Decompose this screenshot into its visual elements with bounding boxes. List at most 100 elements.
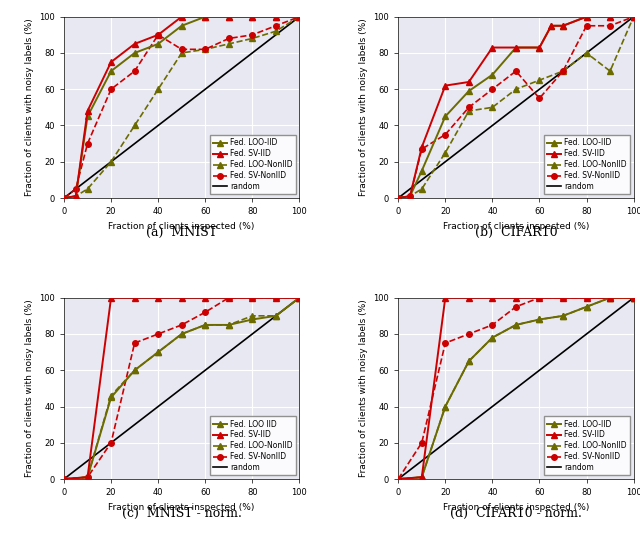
Fed. SV-IID	[465, 79, 473, 85]
Fed. LOO-IID	[272, 13, 280, 20]
Y-axis label: Fraction of clients with noisy labels (%): Fraction of clients with noisy labels (%…	[359, 300, 368, 477]
Fed. LOO-IID	[418, 474, 426, 481]
Fed. SV-NonIID	[418, 146, 426, 153]
Fed. SV-IID	[225, 295, 232, 301]
Fed. LOO-IID	[202, 13, 209, 20]
Line: Fed. SV-NonIID: Fed. SV-NonIID	[61, 295, 302, 482]
Fed. SV-NonIID	[488, 86, 496, 92]
X-axis label: Fraction of clients inspected (%): Fraction of clients inspected (%)	[443, 502, 589, 511]
Fed. LOO-NonIID	[394, 476, 402, 482]
Fed. LOO-IID	[442, 403, 449, 410]
Fed. SV-NonIID	[582, 22, 590, 29]
Line: Fed. LOO-NonIID: Fed. LOO-NonIID	[61, 295, 302, 482]
Fed. SV-NonIID	[606, 22, 614, 29]
Fed. SV-IID	[108, 58, 115, 65]
Line: Fed. LOO-IID: Fed. LOO-IID	[396, 295, 636, 482]
Fed. LOO-NonIID	[202, 46, 209, 53]
Fed. SV-IID	[488, 295, 496, 301]
Fed. LOO-IID	[60, 194, 68, 201]
Fed. SV-NonIID	[465, 104, 473, 111]
Fed. SV-IID	[536, 295, 543, 301]
Fed. LOO-NonIID	[512, 321, 520, 328]
Fed. SV-IID	[296, 295, 303, 301]
Fed. SV-NonIID	[225, 35, 232, 42]
Fed. LOO-IID	[178, 22, 186, 29]
Fed. LOO-IID	[225, 13, 232, 20]
Fed. LOO-NonIID	[154, 86, 162, 92]
Fed. SV-NonIID	[178, 46, 186, 53]
Line: Fed. LOO-IID: Fed. LOO-IID	[396, 14, 636, 201]
Fed. SV-IID	[512, 295, 520, 301]
Fed. LOO-NonIID	[536, 77, 543, 84]
Fed. SV-NonIID	[488, 321, 496, 328]
Fed. SV-NonIID	[296, 295, 303, 301]
Fed. SV-NonIID	[512, 68, 520, 75]
Fed. SV-IID	[547, 22, 555, 29]
Line: Fed. SV-NonIID: Fed. SV-NonIID	[61, 14, 302, 201]
Fed. LOO-NonIID	[536, 316, 543, 323]
Y-axis label: Fraction of clients with noisy labels (%): Fraction of clients with noisy labels (%…	[359, 18, 368, 196]
Fed. SV-NonIID	[84, 140, 92, 147]
Fed. LOO-IID	[559, 22, 567, 29]
Fed. SV-IID	[178, 295, 186, 301]
Fed. SV-NonIID	[131, 68, 138, 75]
Fed. LOO-NonIID	[72, 193, 79, 199]
Fed. SV-IID	[582, 295, 590, 301]
Fed. LOO-NonIID	[559, 312, 567, 319]
Fed. LOO-NonIID	[488, 104, 496, 111]
Fed. LOO-NonIID	[442, 403, 449, 410]
Fed. LOO IID	[178, 331, 186, 338]
Fed. SV-IID	[606, 13, 614, 20]
Line: Fed. SV-IID: Fed. SV-IID	[61, 295, 302, 482]
Legend: Fed. LOO-IID, Fed. SV-IID, Fed. LOO-NonIID, Fed. SV-NonIID, random: Fed. LOO-IID, Fed. SV-IID, Fed. LOO-NonI…	[210, 135, 296, 194]
Fed. LOO-NonIID	[296, 13, 303, 20]
Fed. SV-NonIID	[606, 295, 614, 301]
Fed. SV-IID	[84, 474, 92, 481]
Fed. LOO-IID	[630, 13, 637, 20]
Fed. SV-NonIID	[154, 32, 162, 38]
Fed. LOO-NonIID	[606, 68, 614, 75]
Fed. SV-IID	[442, 82, 449, 89]
Fed. LOO-IID	[465, 87, 473, 94]
Fed. LOO-NonIID	[606, 295, 614, 301]
Fed. SV-NonIID	[559, 295, 567, 301]
Fed. SV-IID	[131, 295, 138, 301]
Fed. SV-NonIID	[60, 476, 68, 482]
Fed. SV-NonIID	[512, 304, 520, 310]
Line: Fed. SV-IID: Fed. SV-IID	[61, 14, 302, 201]
Text: (a)  MNIST: (a) MNIST	[146, 226, 217, 239]
Fed. SV-NonIID	[202, 309, 209, 316]
Fed. LOO-NonIID	[108, 392, 115, 399]
Fed. SV-NonIID	[272, 295, 280, 301]
Fed. LOO-NonIID	[131, 122, 138, 129]
Fed. LOO-NonIID	[108, 158, 115, 165]
Fed. SV-IID	[559, 22, 567, 29]
Fed. LOO-NonIID	[418, 474, 426, 481]
Fed. SV-NonIID	[536, 295, 543, 301]
Fed. SV-IID	[272, 295, 280, 301]
Fed. LOO-IID	[536, 44, 543, 51]
X-axis label: Fraction of clients inspected (%): Fraction of clients inspected (%)	[109, 222, 255, 231]
Fed. SV-IID	[630, 13, 637, 20]
Fed. LOO-NonIID	[465, 108, 473, 114]
Fed. SV-IID	[60, 476, 68, 482]
Fed. LOO IID	[154, 349, 162, 355]
Fed. LOO-IID	[536, 316, 543, 323]
Fed. LOO-IID	[488, 334, 496, 341]
Fed. SV-IID	[406, 193, 414, 199]
Line: Fed. SV-NonIID: Fed. SV-NonIID	[396, 14, 636, 201]
Fed. LOO-NonIID	[60, 194, 68, 201]
Fed. LOO-IID	[248, 13, 256, 20]
Fed. SV-IID	[72, 193, 79, 199]
Fed. LOO-IID	[72, 193, 79, 199]
Fed. SV-NonIID	[406, 193, 414, 199]
Fed. SV-NonIID	[465, 331, 473, 338]
Fed. SV-NonIID	[84, 474, 92, 481]
Fed. LOO-NonIID	[442, 149, 449, 156]
Fed. SV-IID	[60, 194, 68, 201]
Legend: Fed. LOO IID, Fed. SV-IID, Fed. LOO-NonIID, Fed. SV-NonIID, random: Fed. LOO IID, Fed. SV-IID, Fed. LOO-NonI…	[210, 417, 296, 475]
Fed. SV-IID	[465, 295, 473, 301]
Fed. SV-NonIID	[418, 439, 426, 446]
Fed. SV-IID	[418, 474, 426, 481]
Fed. LOO-IID	[394, 476, 402, 482]
